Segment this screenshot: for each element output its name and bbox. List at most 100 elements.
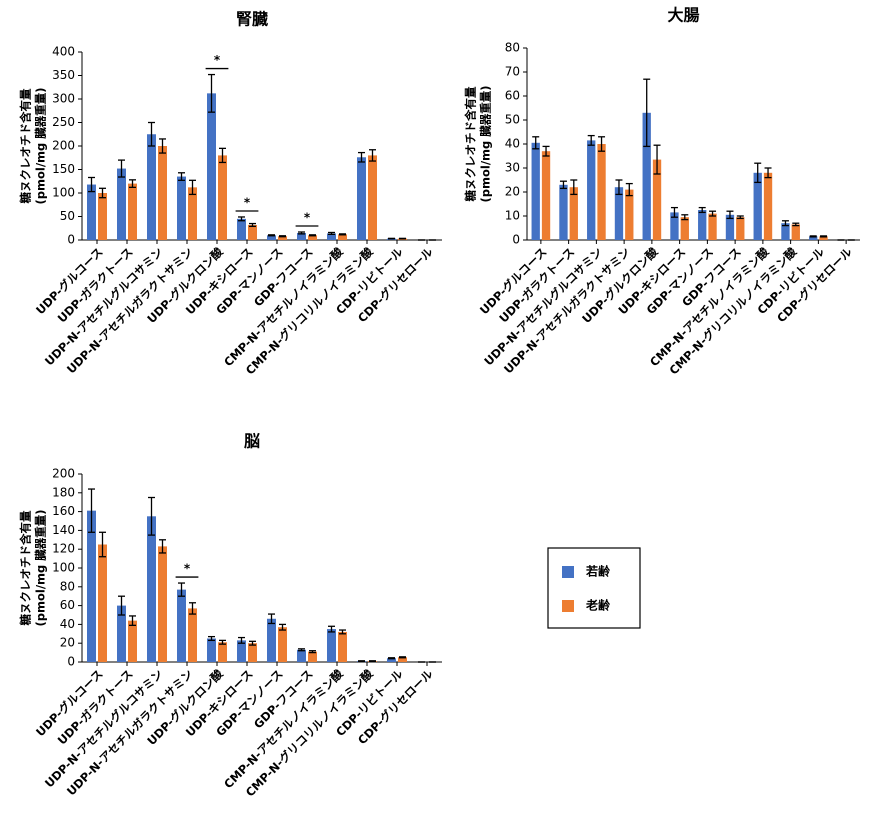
error-bar [309,234,316,237]
error-bar [129,615,136,626]
y-axis-label: (pmol/mg 臓器重量) [34,88,48,205]
bar [625,189,634,240]
error-bar [129,179,136,189]
error-bar [99,187,106,199]
error-bar [388,657,395,660]
bar [541,151,551,240]
y-tick-label: 20 [60,636,75,650]
error-bar [219,639,226,645]
error-bar [726,210,734,220]
error-bar [148,121,155,147]
y-tick-label: 250 [52,115,75,129]
error-bar [178,172,185,181]
bar [781,223,790,240]
bar [398,657,407,662]
error-bar [178,582,185,597]
y-tick-label: 0 [67,655,75,669]
error-bar [598,136,606,152]
y-tick-label: 160 [52,504,75,518]
bar [308,651,317,662]
bar [357,157,366,240]
bar [147,134,156,240]
error-bar [238,636,245,644]
error-bar [781,220,789,227]
y-tick-label: 50 [505,113,520,127]
bar [725,214,735,240]
bar [587,140,596,240]
error-bar [159,138,166,154]
significance-mark: * [214,53,221,67]
significance-mark: * [304,211,311,225]
error-bar [559,180,567,190]
error-bar [148,496,155,536]
bar [218,642,227,662]
chart-title: 脳 [244,432,260,451]
error-bar [809,235,817,238]
bar [338,234,347,240]
error-bar [532,136,540,150]
bar [147,516,156,662]
y-tick-label: 200 [52,139,75,153]
y-tick-label: 80 [505,41,520,55]
bar [569,187,578,240]
bar [297,649,306,662]
error-bar [754,162,762,184]
bar [670,212,679,240]
error-bar [358,660,365,662]
y-tick-label: 300 [52,92,75,106]
y-axis-label: 糖ヌクレオチド含有量 [19,510,33,625]
bar [267,235,276,240]
legend-swatch [562,600,574,612]
error-bar [681,214,689,221]
x-tick-label: UDP-N-アセチルグルコサミン [481,245,605,369]
error-bar [339,629,346,635]
legend-label: 老齢 [586,598,611,613]
error-bar [698,206,706,214]
bar [368,155,377,240]
error-bar [189,602,196,615]
bar [531,142,540,240]
error-bar [298,231,305,235]
error-bar [328,625,335,633]
error-bar [268,234,275,237]
y-tick-label: 100 [52,186,75,200]
error-bar [570,179,578,196]
error-bar [736,215,744,220]
error-bar [208,73,215,113]
y-tick-label: 150 [52,162,75,176]
bar [736,217,745,240]
error-bar [268,613,275,625]
bar [819,236,828,240]
error-bar [764,167,772,179]
bar [188,187,197,240]
bar [98,544,107,662]
error-bar [820,235,828,238]
error-bar [328,231,335,236]
error-bar [118,595,125,616]
y-tick-label: 100 [52,561,75,575]
bar [177,589,186,662]
bar [327,629,336,662]
y-tick-label: 50 [60,209,75,223]
y-tick-label: 70 [505,65,520,79]
bar [237,640,246,662]
bar [308,235,317,240]
significance-mark: * [184,562,191,576]
y-tick-label: 140 [52,523,75,537]
bar [809,236,818,240]
error-bar [189,179,196,196]
y-axis-label: 糖ヌクレオチド含有量 [19,88,33,203]
y-tick-label: 200 [52,467,75,481]
y-tick-label: 180 [52,485,75,499]
chart-title: 腎臓 [236,10,268,29]
bar [614,187,624,240]
bar [87,510,96,662]
bar [158,146,167,240]
bar [248,643,257,662]
bar [597,144,606,240]
y-axis-label: (pmol/mg 臓器重量) [479,86,493,203]
y-tick-label: 350 [52,68,75,82]
y-tick-label: 80 [60,579,75,593]
y-tick-label: 30 [505,161,520,175]
error-bar [542,145,550,157]
